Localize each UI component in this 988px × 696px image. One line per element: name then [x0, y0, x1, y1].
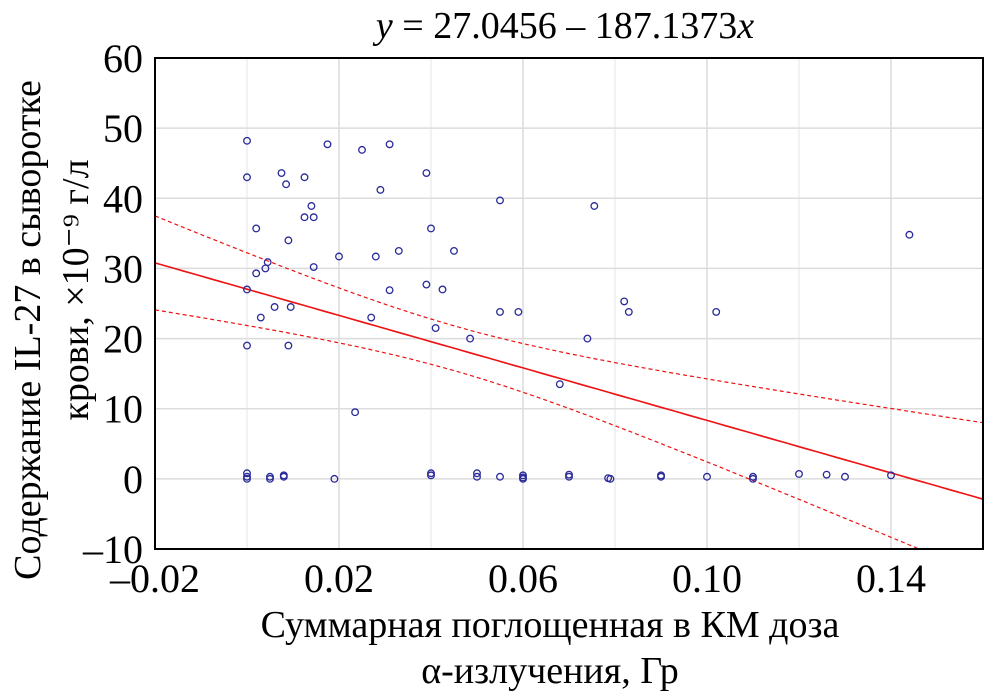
x-axis-label-line2: α-излучения, Гр	[421, 650, 679, 692]
data-point	[473, 469, 481, 478]
y-tick-label: 20	[103, 317, 143, 362]
data-point	[243, 474, 251, 483]
data-point	[841, 472, 849, 481]
data-point	[256, 313, 265, 322]
data-point	[323, 140, 332, 149]
data-point	[243, 469, 251, 478]
data-point	[450, 246, 458, 255]
data-point	[590, 202, 599, 210]
x-axis-label-line1: Суммарная поглощенная в КМ доза	[261, 604, 840, 646]
data-point	[431, 324, 440, 332]
data-point	[351, 408, 360, 417]
data-point	[555, 380, 564, 389]
tick-labels: –0.02 0.02 0.06 0.10 0.14 60 50 40 30 20 10 0 –10	[82, 36, 926, 601]
data-point	[270, 303, 279, 311]
data-point	[252, 269, 261, 278]
lower-confidence-band	[154, 309, 919, 550]
data-point	[624, 307, 633, 316]
data-point	[620, 297, 629, 306]
chart-title: y = 27.0456 – 187.1373x	[372, 5, 754, 47]
data-point	[266, 474, 274, 483]
data-point	[822, 470, 831, 479]
data-point	[887, 471, 895, 480]
data-points	[243, 136, 914, 483]
data-point	[795, 469, 803, 478]
data-point	[307, 202, 316, 210]
data-point	[427, 224, 435, 233]
y-axis-label-line1: Содержание IL-27 в сыворотке	[7, 80, 49, 580]
data-point	[514, 307, 523, 316]
x-tick-label: 0.06	[488, 556, 558, 601]
data-point	[252, 224, 261, 233]
data-point	[438, 285, 447, 294]
data-point	[335, 252, 343, 261]
data-point	[427, 471, 435, 480]
data-point	[496, 196, 504, 205]
data-point	[300, 173, 309, 182]
data-point	[243, 285, 251, 294]
y-tick-label: 0	[123, 457, 143, 502]
y-tick-label: 40	[103, 176, 143, 221]
data-point	[394, 246, 403, 255]
upper-confidence-band	[154, 215, 984, 424]
data-point	[243, 173, 251, 182]
x-tick-label: 0.02	[304, 556, 374, 601]
data-point	[712, 307, 721, 316]
data-point	[749, 474, 757, 483]
data-point	[565, 472, 573, 481]
data-point	[604, 474, 613, 483]
y-tick-label: 60	[103, 36, 143, 81]
data-point	[703, 472, 711, 481]
plot-frame	[154, 57, 984, 550]
data-point	[309, 213, 318, 222]
data-point	[496, 472, 504, 481]
data-point	[371, 252, 380, 261]
data-point	[473, 472, 481, 481]
data-point	[282, 180, 291, 189]
y-tick-label: –10	[82, 527, 143, 572]
data-point	[422, 280, 431, 289]
data-point	[243, 341, 251, 350]
data-point	[263, 258, 272, 267]
data-point	[466, 334, 475, 343]
x-tick-label: –0.02	[109, 556, 200, 601]
title-y: y	[372, 5, 393, 47]
title-equation: = 27.0456 – 187.1373	[393, 5, 737, 47]
data-point	[284, 341, 293, 350]
data-point	[309, 263, 318, 271]
regression-line	[154, 262, 984, 500]
data-point	[519, 474, 527, 483]
grid	[154, 57, 984, 550]
data-point	[277, 169, 286, 177]
data-point	[243, 136, 251, 145]
data-point	[358, 145, 366, 154]
data-point	[286, 303, 295, 311]
data-point	[367, 313, 376, 322]
data-point	[583, 334, 592, 343]
regression-lines	[154, 215, 984, 550]
data-point	[385, 286, 394, 295]
data-point	[905, 230, 914, 239]
data-point	[284, 236, 293, 245]
data-point	[496, 307, 504, 316]
x-tick-label: 0.10	[672, 556, 742, 601]
x-tick-label: 0.14	[856, 556, 926, 601]
data-point	[376, 185, 385, 194]
title-x: x	[736, 5, 754, 47]
y-tick-label: 30	[103, 246, 143, 291]
data-point	[300, 213, 309, 222]
data-point	[657, 472, 665, 481]
data-point	[422, 169, 431, 177]
y-tick-label: 10	[103, 387, 143, 432]
y-tick-label: 50	[103, 106, 143, 151]
data-point	[330, 474, 339, 483]
data-point	[385, 140, 394, 149]
data-point	[279, 472, 288, 481]
y-axis-label-line2: крови, ×10⁻⁹ г/л	[55, 159, 97, 420]
